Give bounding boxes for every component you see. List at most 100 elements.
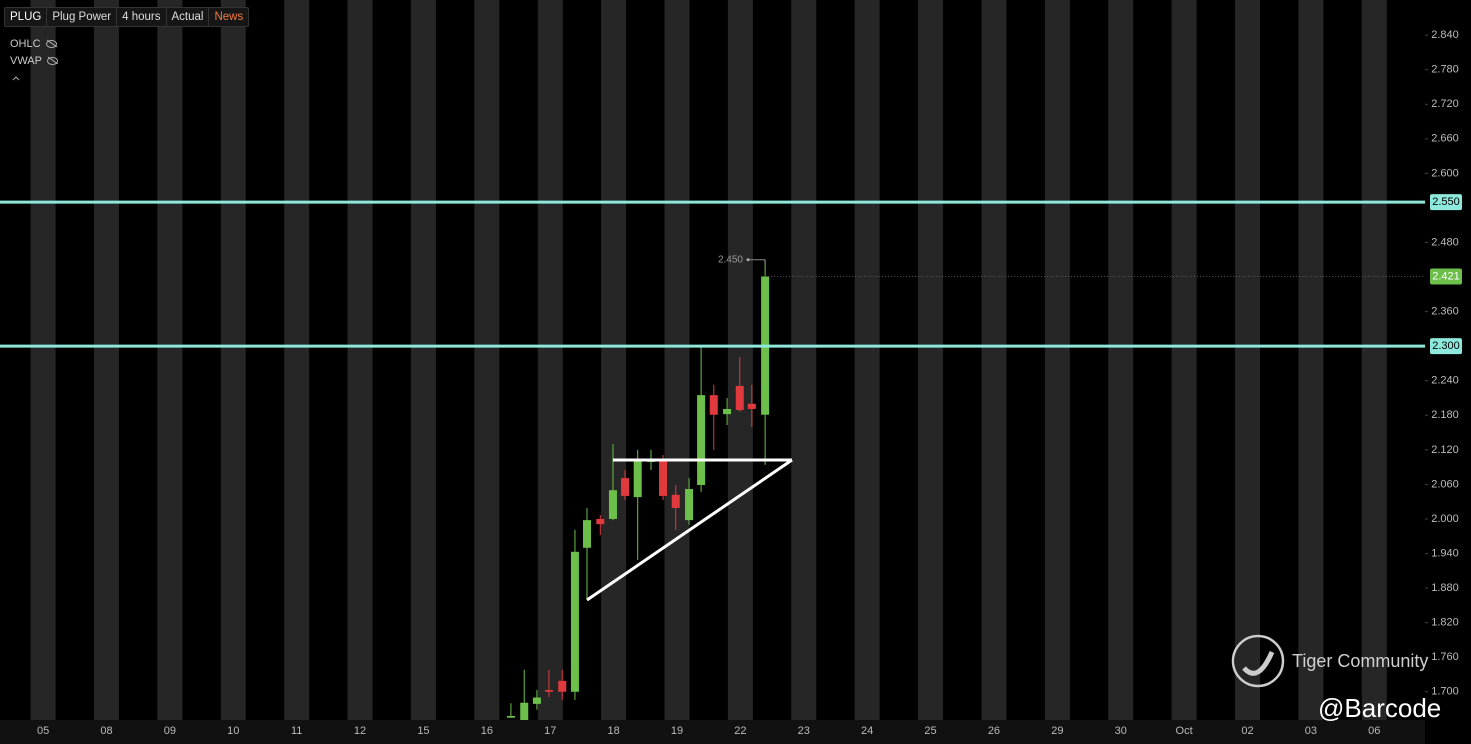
visibility-icon[interactable] (47, 57, 58, 66)
date-stripe (1171, 0, 1197, 720)
legend-label: OHLC (10, 38, 41, 50)
y-tick-label: 2.600 (1431, 167, 1459, 179)
toolbar: PLUG Plug Power 4 hours Actual News (4, 7, 250, 27)
date-stripe (1298, 0, 1324, 720)
x-tick-label: Oct (1176, 725, 1193, 737)
watermark-handle: @Barcode (1318, 693, 1442, 723)
y-tick-label: 2.720 (1431, 98, 1459, 110)
x-tick-label: 08 (100, 725, 112, 737)
date-stripe (537, 0, 563, 720)
date-stripe (93, 0, 119, 720)
date-stripe (284, 0, 310, 720)
watermark-brand: Tiger Community (1292, 651, 1429, 671)
date-stripe (347, 0, 373, 720)
candle-body (506, 715, 515, 718)
x-tick-label: 29 (1051, 725, 1063, 737)
mode[interactable]: Actual (167, 8, 210, 26)
price-level-label: 2.300 (1432, 340, 1460, 352)
date-stripe (854, 0, 880, 720)
x-tick-label: 06 (1368, 725, 1380, 737)
y-tick-label: 2.120 (1431, 444, 1459, 456)
date-stripe (1108, 0, 1134, 720)
date-stripe (918, 0, 944, 720)
candle-body (582, 520, 591, 548)
candle-body (532, 697, 541, 704)
legend: OHLC VWAP (10, 36, 58, 70)
price-level-label: 2.550 (1432, 196, 1460, 208)
watermark-logo (1231, 634, 1285, 688)
y-tick-label: 2.060 (1431, 478, 1459, 490)
y-tick-label: 2.360 (1431, 306, 1459, 318)
date-stripe (410, 0, 436, 720)
date-stripe (474, 0, 500, 720)
date-stripe (1235, 0, 1261, 720)
candle-body (544, 690, 553, 692)
price-level-tag (1430, 338, 1462, 355)
y-tick-label: 2.180 (1431, 409, 1459, 421)
candle-body (621, 478, 630, 496)
candle-body (697, 395, 706, 485)
price-level-tag (1430, 194, 1462, 211)
candle-body (608, 490, 617, 519)
drawn-trendline (586, 458, 793, 602)
x-tick-label: 15 (417, 725, 429, 737)
candle-body (570, 551, 579, 692)
visibility-icon[interactable] (45, 40, 57, 49)
date-stripe (601, 0, 627, 720)
candle-body (685, 489, 694, 521)
x-tick-label: 05 (37, 725, 49, 737)
x-tick-label: 03 (1305, 725, 1317, 737)
x-tick-label: 12 (354, 725, 366, 737)
x-axis-band (0, 720, 1425, 744)
legend-item[interactable]: OHLC (10, 36, 58, 53)
x-tick-label: 02 (1241, 725, 1253, 737)
x-tick-label: 30 (1115, 725, 1127, 737)
date-stripe (30, 0, 56, 720)
collapse-caret[interactable] (12, 76, 20, 81)
candle-body (659, 459, 668, 496)
date-stripe (220, 0, 246, 720)
y-tick-label: 2.240 (1431, 375, 1459, 387)
y-tick-label: 2.780 (1431, 64, 1459, 76)
symbol[interactable]: PLUG (5, 8, 48, 26)
candle-body (709, 395, 718, 415)
candle-body (735, 385, 744, 411)
interval[interactable]: 4 hours (117, 8, 167, 26)
y-tick-label: 2.660 (1431, 133, 1459, 145)
x-tick-label: 18 (607, 725, 619, 737)
candle-body (520, 702, 529, 720)
candle-body (723, 408, 732, 415)
candle-body (671, 494, 680, 509)
y-tick-label: 2.480 (1431, 236, 1459, 248)
x-tick-label: 19 (671, 725, 683, 737)
x-tick-label: 24 (861, 725, 873, 737)
date-stripe (1361, 0, 1387, 720)
last-price-tag (1430, 268, 1462, 285)
x-tick-label: 09 (164, 725, 176, 737)
company-name[interactable]: Plug Power (47, 8, 118, 26)
high-marker-dot (746, 258, 750, 262)
high-marker-label: 2.450 (718, 254, 743, 265)
stripes (30, 0, 1387, 720)
y-tick-label: 1.940 (1431, 547, 1459, 559)
candle-body (747, 403, 756, 409)
candle-body (633, 459, 642, 498)
x-tick-label: 22 (734, 725, 746, 737)
last-price-label: 2.421 (1432, 270, 1460, 282)
y-tick-label: 1.700 (1431, 686, 1459, 698)
news[interactable]: News (214, 11, 244, 23)
date-stripe (791, 0, 817, 720)
legend-item[interactable]: VWAP (10, 53, 58, 70)
x-tick-label: 16 (481, 725, 493, 737)
date-stripe (981, 0, 1007, 720)
date-stripe (664, 0, 690, 720)
date-stripe (727, 0, 753, 720)
date-stripe (1044, 0, 1070, 720)
legend-label: VWAP (10, 55, 42, 67)
candle-body (558, 680, 567, 692)
x-tick-label: 10 (227, 725, 239, 737)
x-tick-label: 11 (291, 725, 302, 737)
date-stripe (157, 0, 183, 720)
x-tick-label: 25 (924, 725, 936, 737)
